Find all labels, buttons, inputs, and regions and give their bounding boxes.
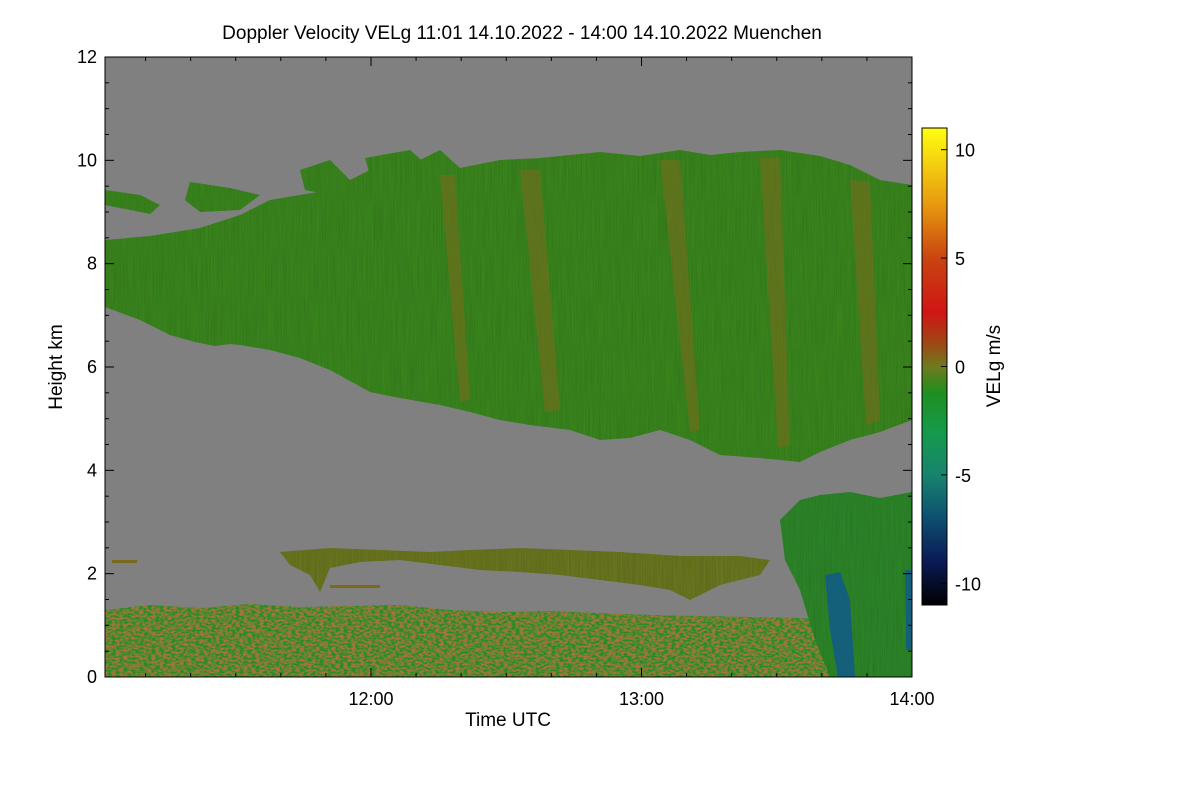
colorbar-ticks: 10 5 0 -5 -10 xyxy=(941,141,981,594)
y-axis-label: Height km xyxy=(46,324,67,410)
low-line-segment xyxy=(112,560,137,563)
precipitation-area xyxy=(780,492,912,677)
precipitation-fast-fall xyxy=(825,570,912,677)
upper-cloud-warm-streaks xyxy=(440,158,880,448)
colorbar-tick-label: 0 xyxy=(955,358,965,378)
y-tick-label: 2 xyxy=(87,564,97,584)
x-tick-label: 12:00 xyxy=(348,689,393,709)
y-tick-label: 0 xyxy=(87,667,97,687)
colorbar-tick-label: 5 xyxy=(955,249,965,269)
y-tick-label: 10 xyxy=(77,150,97,170)
colorbar-tick-label: -10 xyxy=(955,574,981,594)
y-tick-label: 8 xyxy=(87,254,97,274)
low-line-segment-2 xyxy=(330,585,380,588)
y-axis: 0 2 4 6 8 10 12 xyxy=(77,47,912,687)
colorbar-label: VELg m/s xyxy=(984,325,1005,407)
y-tick-label: 12 xyxy=(77,47,97,67)
chart-title: Doppler Velocity VELg 11:01 14.10.2022 -… xyxy=(222,23,822,44)
plot-area xyxy=(105,57,912,677)
upper-cloud-tufts xyxy=(105,150,430,214)
colorbar-tick-label: 10 xyxy=(955,141,975,161)
x-axis-label: Time UTC xyxy=(465,710,551,731)
x-tick-label: 13:00 xyxy=(619,689,664,709)
colorbar-tick-label: -5 xyxy=(955,466,971,486)
boundary-layer xyxy=(105,604,830,677)
x-tick-label: 14:00 xyxy=(889,689,934,709)
mid-level-layer xyxy=(280,548,770,600)
y-tick-label: 6 xyxy=(87,357,97,377)
upper-cloud-layer xyxy=(105,150,912,462)
x-axis: 12:00 13:00 14:00 xyxy=(145,57,935,709)
y-tick-label: 4 xyxy=(87,460,97,480)
